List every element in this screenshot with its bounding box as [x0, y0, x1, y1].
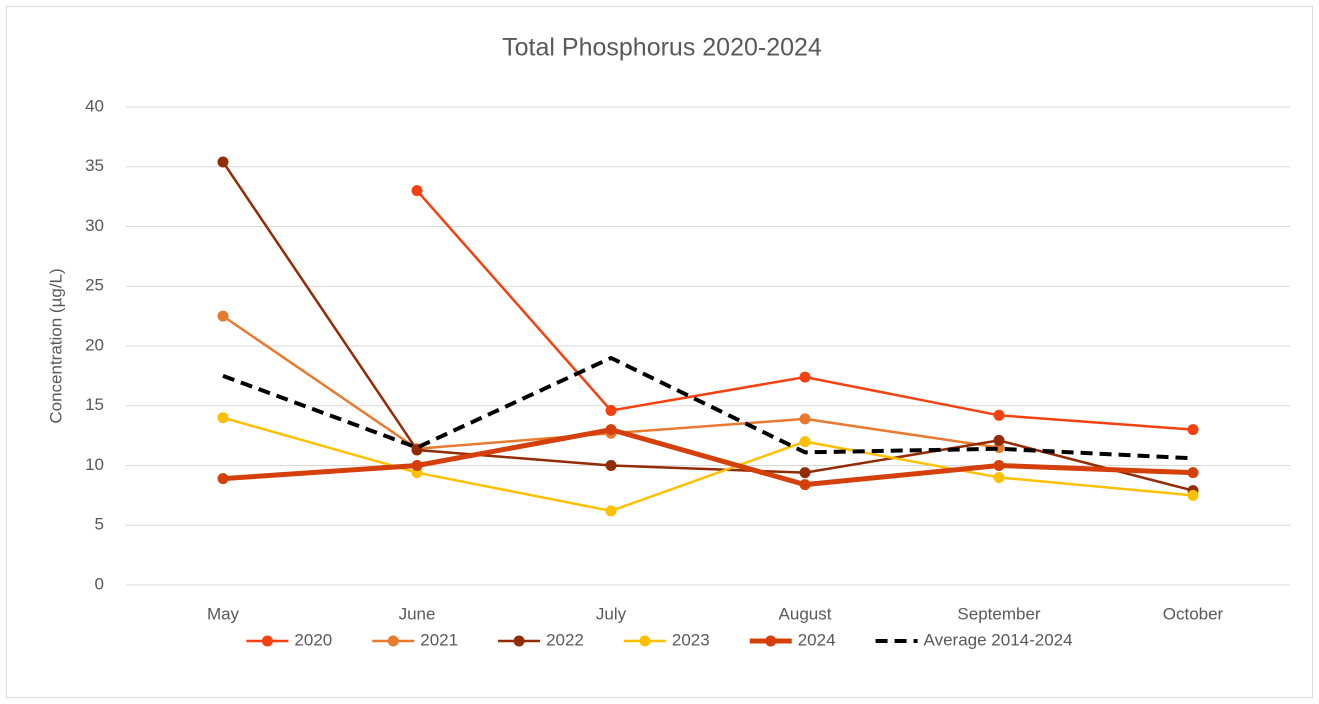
legend-item: 2020	[246, 630, 332, 649]
point-marker	[605, 405, 617, 417]
x-tick-label: October	[1163, 604, 1224, 623]
x-tick-label: August	[779, 604, 832, 623]
legend-label: 2022	[546, 630, 584, 649]
point-marker	[993, 471, 1005, 483]
y-tick-label: 10	[85, 455, 104, 474]
y-tick-label: 35	[85, 156, 104, 175]
legend-label: 2024	[798, 630, 836, 649]
point-marker	[799, 436, 811, 448]
x-tick-label: September	[957, 604, 1040, 623]
point-marker	[605, 460, 617, 471]
legend-label: Average 2014-2024	[924, 630, 1073, 649]
y-tick-label: 5	[95, 515, 104, 534]
point-marker	[799, 479, 811, 491]
legend-item: 2023	[623, 630, 710, 649]
legend-label: 2021	[420, 630, 458, 649]
point-marker	[993, 434, 1005, 446]
legend-label: 2020	[294, 630, 332, 649]
point-marker	[217, 156, 229, 168]
point-marker	[799, 413, 811, 425]
point-marker	[1187, 489, 1199, 501]
legend-item: 2021	[372, 630, 458, 649]
point-marker	[799, 467, 811, 479]
point-marker	[1187, 424, 1199, 436]
y-tick-label: 15	[85, 395, 104, 414]
point-marker	[217, 310, 229, 322]
legend-marker	[261, 635, 273, 647]
point-marker	[217, 412, 229, 424]
legend-item: Average 2014-2024	[875, 630, 1073, 649]
legend-item: 2024	[749, 630, 836, 649]
point-marker	[993, 460, 1005, 471]
y-axis-label: Concentration (µg/L)	[46, 268, 65, 423]
y-tick-label: 0	[95, 574, 104, 593]
y-tick-label: 30	[85, 216, 104, 235]
legend-marker	[639, 635, 651, 647]
legend-marker	[387, 635, 399, 647]
point-marker	[993, 409, 1005, 421]
y-tick-label: 40	[85, 96, 104, 115]
point-marker	[605, 505, 617, 517]
point-marker	[217, 473, 229, 485]
x-tick-label: June	[399, 604, 436, 623]
series-line	[222, 427, 1194, 488]
x-tick-label: July	[596, 604, 627, 623]
legend-marker	[513, 635, 525, 647]
series-line	[222, 416, 1194, 513]
point-marker	[799, 371, 811, 383]
chart-border	[6, 6, 1313, 698]
y-tick-label: 25	[85, 276, 104, 295]
point-marker	[411, 185, 423, 197]
series-line	[222, 355, 1194, 461]
y-tick-label: 20	[85, 335, 104, 354]
legend-item: 2022	[498, 630, 584, 649]
legend-label: 2023	[672, 630, 710, 649]
x-tick-label: May	[207, 604, 240, 623]
point-marker	[1187, 467, 1199, 479]
point-marker	[605, 424, 617, 436]
chart-title: Total Phosphorus 2020-2024	[502, 34, 822, 62]
point-marker	[411, 460, 423, 471]
legend-marker	[765, 635, 777, 647]
